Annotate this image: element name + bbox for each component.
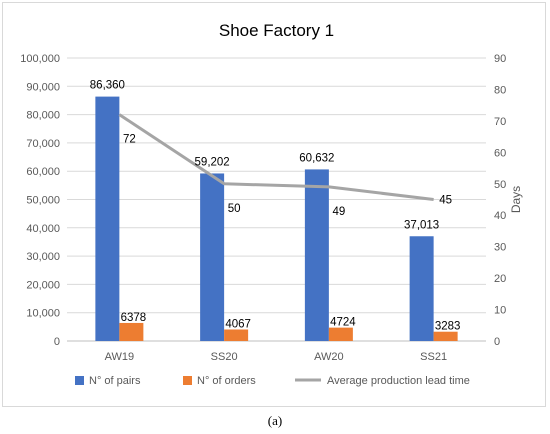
- bar-pairs: [200, 173, 225, 341]
- data-label-orders: 3283: [435, 321, 461, 333]
- chart-title: Shoe Factory 1: [219, 21, 334, 40]
- bar-pairs: [95, 96, 120, 341]
- x-tick-label: AW20: [314, 351, 344, 363]
- y-right-tick-label: 90: [494, 53, 506, 65]
- figure-caption: (a): [267, 413, 283, 428]
- y-left-tick-label: 90,000: [26, 81, 60, 93]
- data-label-pairs: 86,360: [90, 80, 125, 92]
- line-lead-time: [118, 113, 434, 201]
- data-label-orders: 4724: [330, 317, 356, 329]
- bar-pairs: [304, 169, 329, 341]
- x-tick-label: AW19: [105, 351, 135, 363]
- data-label-lead-time: 49: [332, 206, 345, 218]
- y-right-tick-label: 50: [494, 179, 506, 191]
- bar-orders: [224, 329, 249, 341]
- y-left-tick-label: 30,000: [26, 251, 60, 263]
- y-right-tick-label: 40: [494, 210, 506, 222]
- x-tick-label: SS21: [420, 351, 447, 363]
- y-left-tick-label: 60,000: [26, 166, 60, 178]
- legend-swatch: [75, 376, 84, 385]
- legend-label: N° of pairs: [89, 375, 141, 387]
- y-right-tick-label: 10: [494, 305, 506, 317]
- data-label-pairs: 37,013: [404, 219, 439, 231]
- data-label-lead-time: 72: [123, 134, 136, 146]
- y-right-tick-label: 60: [494, 147, 506, 159]
- x-tick-label: SS20: [211, 351, 238, 363]
- y-right-tick-label: 0: [494, 336, 500, 348]
- y-left-tick-label: 100,000: [20, 53, 60, 65]
- legend-label: Average production lead time: [327, 375, 470, 387]
- y-right-tick-label: 20: [494, 273, 506, 285]
- data-label-orders: 4067: [225, 318, 251, 330]
- y-right-tick-label: 80: [494, 84, 506, 96]
- y-left-tick-label: 0: [54, 336, 60, 348]
- y-left-tick-label: 70,000: [26, 138, 60, 150]
- y-left-tick-label: 80,000: [26, 110, 60, 122]
- data-label-orders: 6378: [121, 312, 147, 324]
- bar-orders: [433, 331, 458, 341]
- y-left-tick-label: 40,000: [26, 223, 60, 235]
- legend-swatch: [183, 376, 192, 385]
- data-label-pairs: 60,632: [299, 152, 334, 164]
- y-left-tick-label: 50,000: [26, 195, 60, 207]
- data-label-lead-time: 50: [228, 203, 241, 215]
- data-label-pairs: 59,202: [195, 156, 230, 168]
- y-left-tick-label: 10,000: [26, 308, 60, 320]
- y-right-axis-label: Days: [509, 186, 523, 213]
- bar-orders: [119, 322, 144, 341]
- y-right-tick-label: 70: [494, 116, 506, 128]
- data-label-lead-time: 45: [439, 195, 452, 207]
- bar-pairs: [409, 236, 434, 341]
- bar-orders: [328, 327, 353, 341]
- y-left-tick-label: 20,000: [26, 279, 60, 291]
- y-right-tick-label: 30: [494, 242, 506, 254]
- legend-label: N° of orders: [197, 375, 256, 387]
